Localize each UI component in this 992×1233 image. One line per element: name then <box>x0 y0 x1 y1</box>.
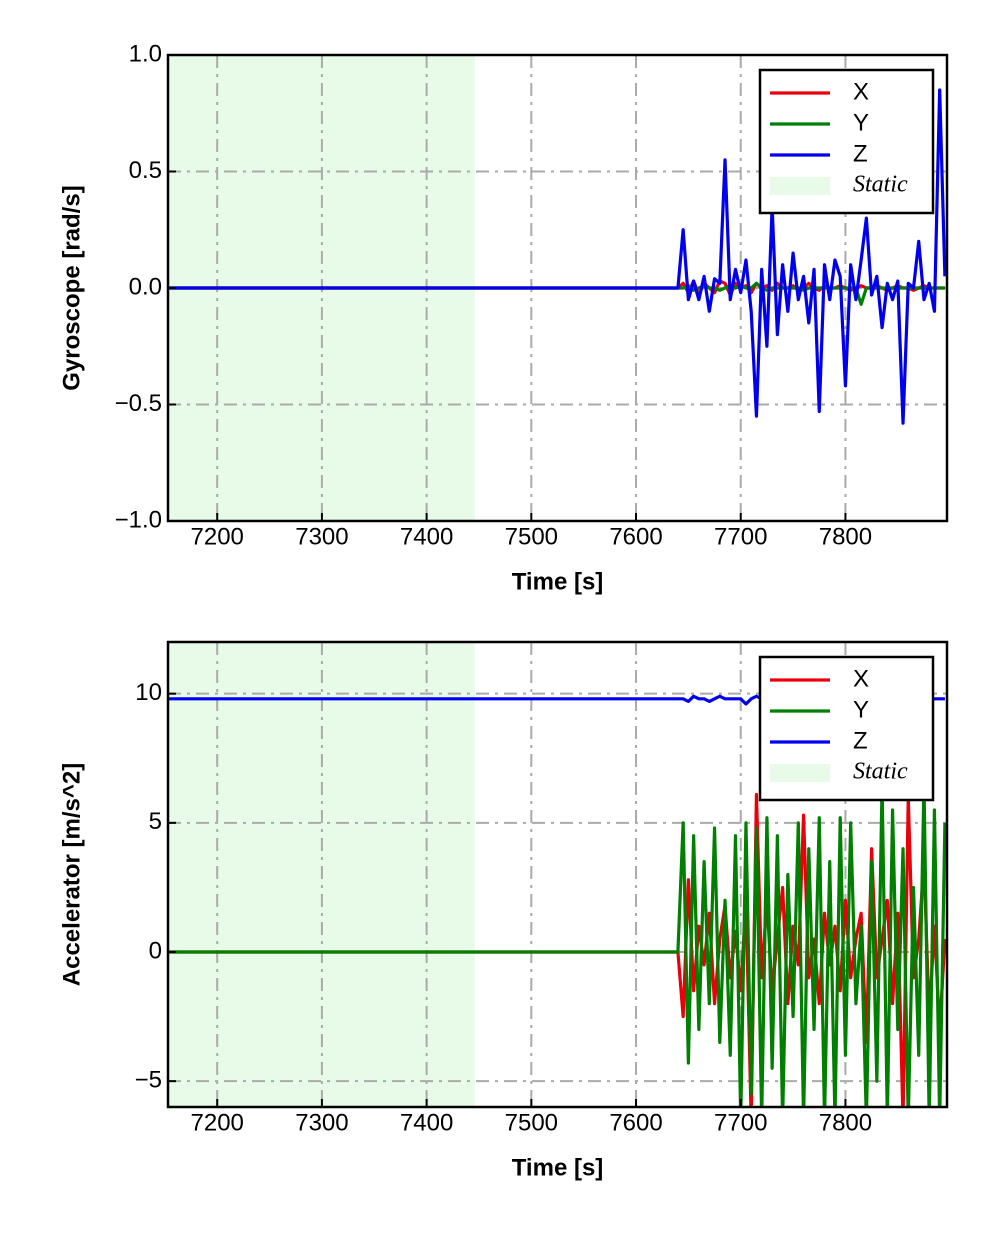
y-tick-label: 0.5 <box>129 157 162 184</box>
legend-swatch <box>770 764 830 782</box>
y-axis-label: Gyroscope [rad/s] <box>58 185 85 390</box>
x-tick-label: 7400 <box>400 1109 453 1136</box>
y-tick-label: −5 <box>135 1067 162 1094</box>
legend-label: X <box>853 78 869 105</box>
legend: XYZ Static <box>758 68 935 215</box>
legend-label: Static <box>853 172 908 198</box>
x-tick-label: 7700 <box>714 523 767 550</box>
data-line <box>168 88 947 425</box>
y-tick-label: −1.0 <box>115 506 162 533</box>
x-tick-label: 7400 <box>400 523 453 550</box>
x-tick-label: 7200 <box>191 1109 244 1136</box>
legend: XYZ Static <box>758 655 935 802</box>
y-tick-label: −0.5 <box>115 390 162 417</box>
x-tick-label: 7800 <box>819 523 872 550</box>
subplot: 7200 7300 7400 7500 7600 7700 7800 −5 0 5 10 Time [… <box>58 640 949 1181</box>
y-tick-label: 0 <box>149 937 162 964</box>
y-tick-label: 10 <box>135 679 162 706</box>
legend-label: X <box>853 665 869 692</box>
x-axis-label: Time [s] <box>512 1154 604 1181</box>
legend-label: Static <box>853 759 908 785</box>
legend-swatch <box>770 177 830 195</box>
y-tick-label: 1.0 <box>129 40 162 67</box>
plot-area <box>168 55 947 521</box>
x-tick-label: 7200 <box>191 523 244 550</box>
x-tick-label: 7300 <box>295 1109 348 1136</box>
y-tick-label: 5 <box>149 808 162 835</box>
legend-label: Y <box>853 696 869 723</box>
plot-area <box>168 642 947 1107</box>
y-tick-label: 0.0 <box>129 273 162 300</box>
x-tick-label: 7800 <box>819 1109 872 1136</box>
axes-frame <box>166 53 949 523</box>
legend-label: Z <box>853 727 868 754</box>
data-line <box>168 782 947 1107</box>
x-tick-label: 7500 <box>505 523 558 550</box>
x-tick-label: 7700 <box>714 1109 767 1136</box>
x-tick-label: 7600 <box>609 1109 662 1136</box>
x-tick-label: 7500 <box>505 1109 558 1136</box>
legend-label: Y <box>853 109 869 136</box>
y-axis-label: Accelerator [m/s^2] <box>58 763 85 986</box>
x-tick-label: 7300 <box>295 523 348 550</box>
subplot: 7200 7300 7400 7500 7600 7700 7800 −1.0 −0.5 0.0 0… <box>58 40 949 595</box>
axes-frame <box>166 640 949 1109</box>
x-axis-label: Time [s] <box>512 568 604 595</box>
legend-label: Z <box>853 140 868 167</box>
x-tick-label: 7600 <box>609 523 662 550</box>
